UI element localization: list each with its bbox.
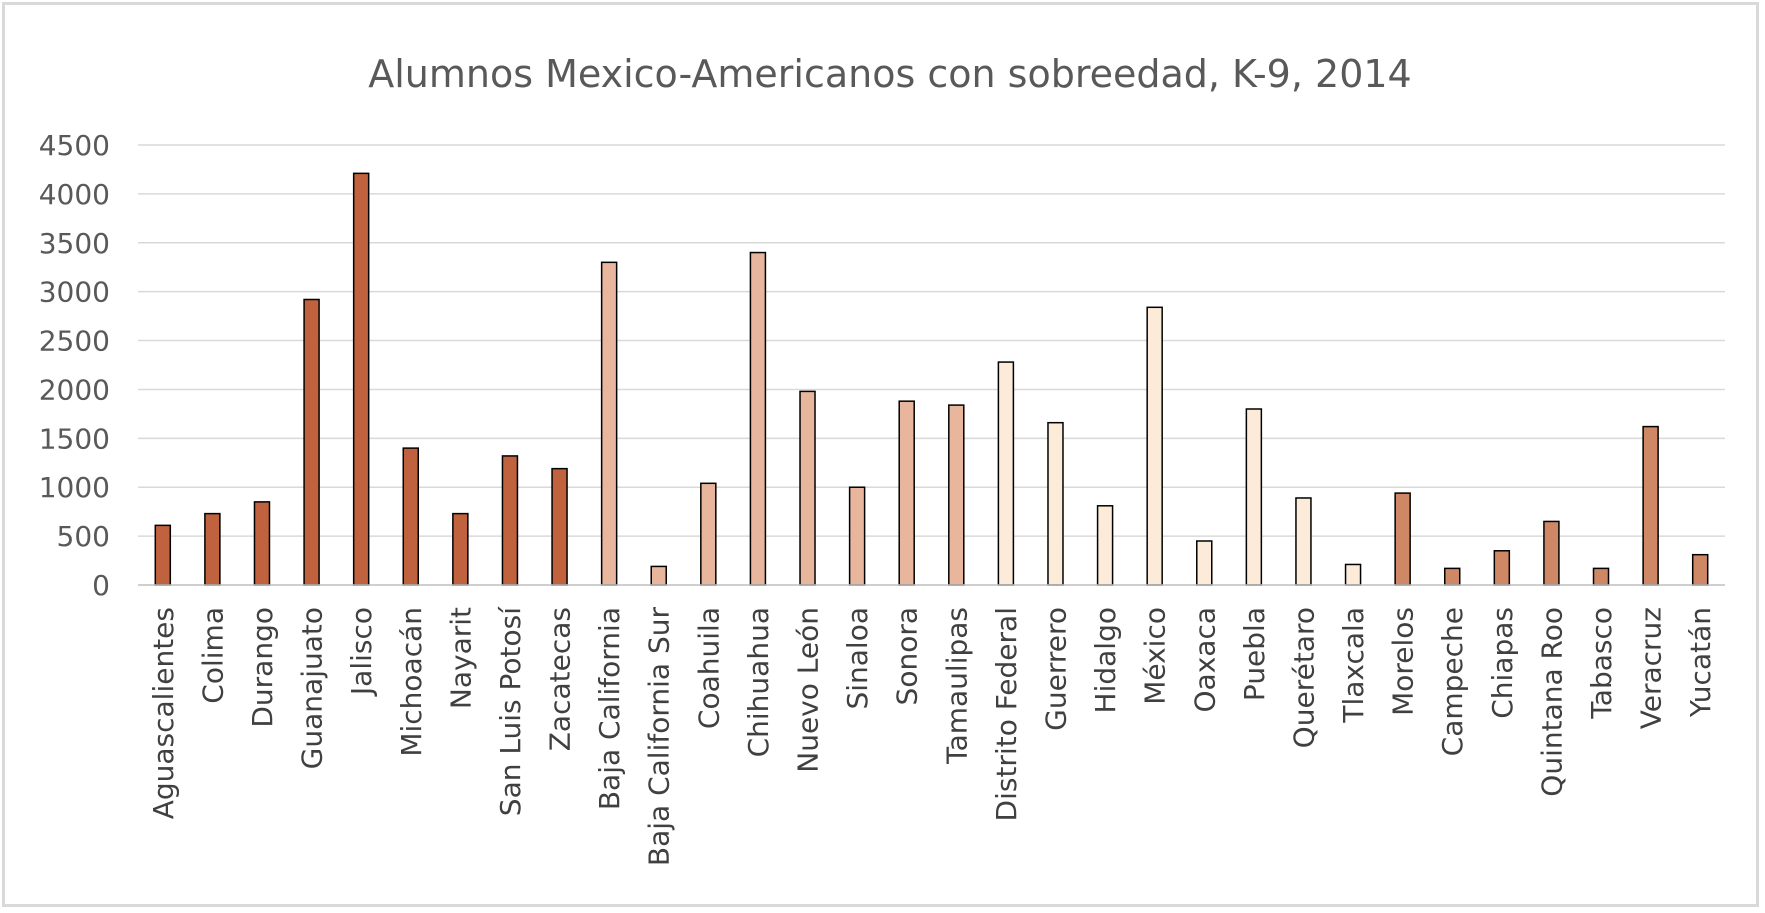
- y-tick-label: 3000: [39, 276, 110, 309]
- gridlines: [138, 144, 1725, 537]
- x-tick-label: Baja California Sur: [643, 607, 676, 867]
- x-tick-label: Tabasco: [1585, 607, 1618, 720]
- bar: [1146, 306, 1163, 586]
- bar: [1443, 567, 1461, 586]
- y-axis-ticks: 0 500 1000 1500 2000 2500 3000 3500 4000 4500: [39, 129, 110, 602]
- bar: [303, 298, 320, 586]
- bar: [402, 447, 420, 586]
- x-tick-label: Guerrero: [1039, 607, 1072, 731]
- bar: [700, 482, 717, 586]
- x-tick-label: Sinaloa: [841, 607, 874, 710]
- y-tick-label: 4500: [39, 129, 110, 162]
- x-tick-label: Hidalgo: [1089, 607, 1122, 713]
- x-tick-label: México: [1139, 607, 1172, 705]
- y-tick-label: 3500: [39, 227, 110, 260]
- bar: [1394, 492, 1411, 586]
- bar: [452, 512, 469, 586]
- bar: [352, 172, 370, 586]
- x-tick-label: Chihuahua: [742, 607, 775, 757]
- bar: [1642, 425, 1659, 586]
- x-tick-label: Nayarit: [444, 607, 477, 709]
- bar-chart: Alumnos Mexico-Americanos con sobreedad,…: [39, 52, 1725, 866]
- x-tick-label: San Luis Potosí: [494, 606, 527, 816]
- y-tick-label: 500: [57, 520, 110, 553]
- bar: [1096, 505, 1114, 586]
- bar: [898, 400, 915, 586]
- x-tick-label: Oaxaca: [1188, 607, 1221, 712]
- x-tick-label: Campeche: [1436, 607, 1469, 756]
- bar: [1691, 553, 1709, 586]
- bar: [1592, 567, 1610, 586]
- bar: [1295, 497, 1312, 586]
- y-tick-label: 0: [92, 569, 110, 602]
- bar: [799, 390, 816, 586]
- bar: [948, 404, 965, 586]
- x-tick-label: Distrito Federal: [990, 607, 1023, 821]
- y-tick-label: 2500: [39, 325, 110, 358]
- bar: [1196, 540, 1213, 586]
- bars: [154, 172, 1709, 586]
- x-tick-label: Chiapas: [1486, 607, 1519, 719]
- x-tick-label: Sonora: [891, 607, 924, 705]
- x-tick-label: Tlaxcala: [1337, 607, 1370, 724]
- bar: [1543, 520, 1560, 586]
- y-tick-label: 4000: [39, 178, 110, 211]
- x-tick-label: Puebla: [1238, 607, 1271, 701]
- x-tick-label: Quintana Roo: [1535, 607, 1568, 797]
- x-tick-label: Coahuila: [692, 607, 725, 729]
- chart-title: Alumnos Mexico-Americanos con sobreedad,…: [368, 52, 1411, 96]
- y-tick-label: 2000: [39, 373, 110, 406]
- bar: [1047, 421, 1064, 586]
- x-tick-label: Michoacán: [395, 607, 428, 757]
- bar: [600, 261, 618, 586]
- x-tick-label: Yucatán: [1684, 607, 1717, 718]
- x-tick-label: Veracruz: [1635, 607, 1668, 729]
- bar: [253, 501, 271, 586]
- bar: [154, 524, 172, 586]
- bar: [501, 455, 519, 586]
- x-tick-label: Querétaro: [1287, 607, 1320, 748]
- bar: [204, 512, 221, 586]
- bar: [848, 486, 866, 586]
- x-tick-label: Aguascalientes: [147, 607, 180, 819]
- x-tick-label: Zacatecas: [544, 607, 577, 751]
- bar: [551, 467, 568, 586]
- bar: [650, 565, 667, 586]
- x-tick-label: Morelos: [1387, 607, 1420, 716]
- x-tick-label: Colima: [196, 607, 229, 704]
- bar: [997, 361, 1015, 586]
- x-tick-label: Nuevo León: [792, 607, 825, 773]
- x-tick-label: Baja California: [593, 607, 626, 810]
- x-tick-label: Tamaulipas: [940, 607, 973, 765]
- x-tick-label: Jalisco: [345, 607, 378, 697]
- bar: [1344, 563, 1362, 586]
- y-tick-label: 1000: [39, 471, 110, 504]
- x-axis-ticks: Aguascalientes Colima Durango Guanajuato Jal…: [147, 606, 1717, 866]
- bar: [1493, 550, 1511, 586]
- bar: [749, 251, 767, 586]
- bar: [1245, 408, 1263, 586]
- x-tick-label: Durango: [246, 607, 279, 728]
- y-tick-label: 1500: [39, 422, 110, 455]
- x-tick-label: Guanajuato: [296, 607, 329, 769]
